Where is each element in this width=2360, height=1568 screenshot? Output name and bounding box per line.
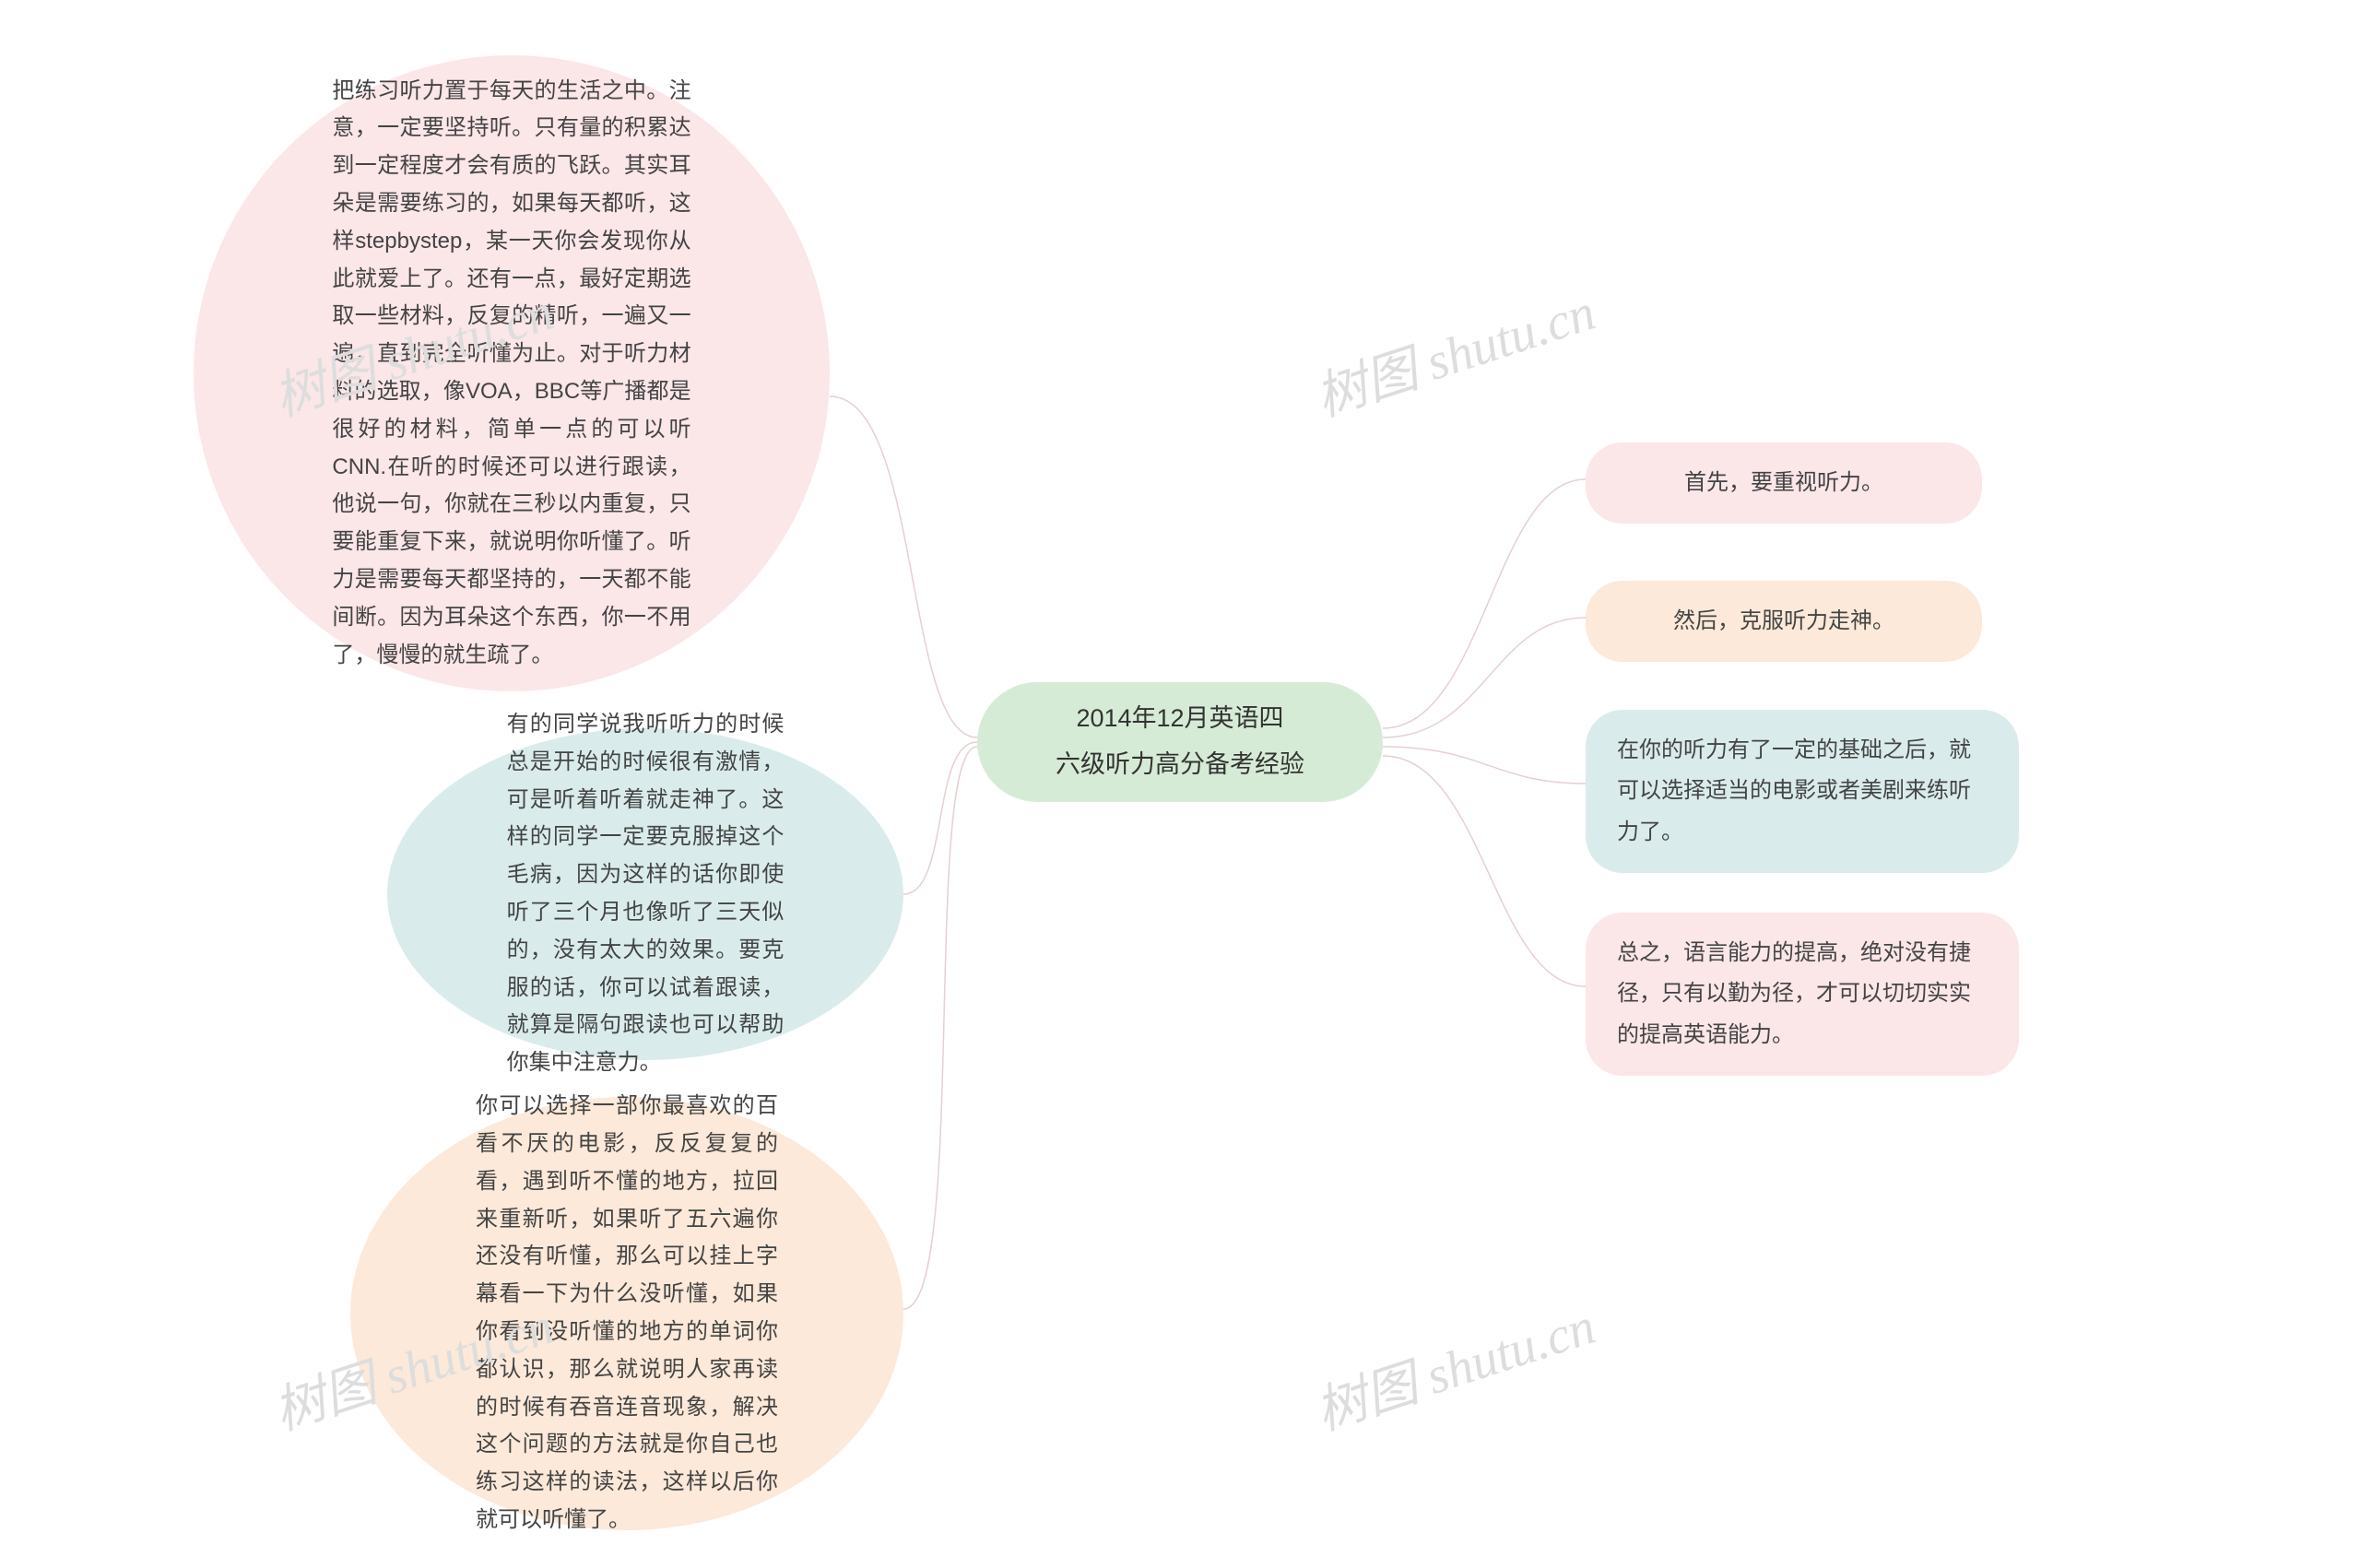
center-node[interactable]: 2014年12月英语四 六级听力高分备考经验 — [977, 682, 1383, 802]
right-node-3[interactable]: 在你的听力有了一定的基础之后，就可以选择适当的电影或者美剧来练听力了。 — [1586, 710, 2019, 873]
right-node-2-text: 然后，克服听力走神。 — [1642, 581, 1926, 662]
left-node-1[interactable]: 把练习听力置于每天的生活之中。注意，一定要坚持听。只有量的积累达到一定程度才会有… — [194, 55, 830, 691]
left-node-2-text: 有的同学说我听听力的时候总是开始的时候很有激情，可是听着听着就走神了。这样的同学… — [470, 688, 821, 1101]
right-node-1-text: 首先，要重视听力。 — [1653, 442, 1915, 524]
right-node-4-text: 总之，语言能力的提高，绝对没有捷径，只有以勤为径，才可以切切实实的提高英语能力。 — [1586, 913, 2019, 1076]
right-node-1[interactable]: 首先，要重视听力。 — [1586, 442, 1982, 524]
left-node-3[interactable]: 你可以选择一部你最喜欢的百看不厌的电影，反反复复的看，遇到听不懂的地方，拉回来重… — [350, 1097, 903, 1530]
watermark: 树图 shutu.cn — [1304, 270, 1603, 430]
right-node-4[interactable]: 总之，语言能力的提高，绝对没有捷径，只有以勤为径，才可以切切实实的提高英语能力。 — [1586, 913, 2019, 1076]
left-node-1-text: 把练习听力置于每天的生活之中。注意，一定要坚持听。只有量的积累达到一定程度才会有… — [295, 54, 727, 693]
watermark: 树图 shutu.cn — [1304, 1284, 1603, 1444]
center-node-text: 2014年12月英语四 六级听力高分备考经验 — [1019, 678, 1341, 807]
right-node-2[interactable]: 然后，克服听力走神。 — [1586, 581, 1982, 662]
right-node-3-text: 在你的听力有了一定的基础之后，就可以选择适当的电影或者美剧来练听力了。 — [1586, 710, 2019, 873]
left-node-3-text: 你可以选择一部你最喜欢的百看不厌的电影，反反复复的看，遇到听不懂的地方，拉回来重… — [439, 1069, 815, 1558]
left-node-2[interactable]: 有的同学说我听听力的时候总是开始的时候很有激情，可是听着听着就走神了。这样的同学… — [387, 728, 903, 1060]
